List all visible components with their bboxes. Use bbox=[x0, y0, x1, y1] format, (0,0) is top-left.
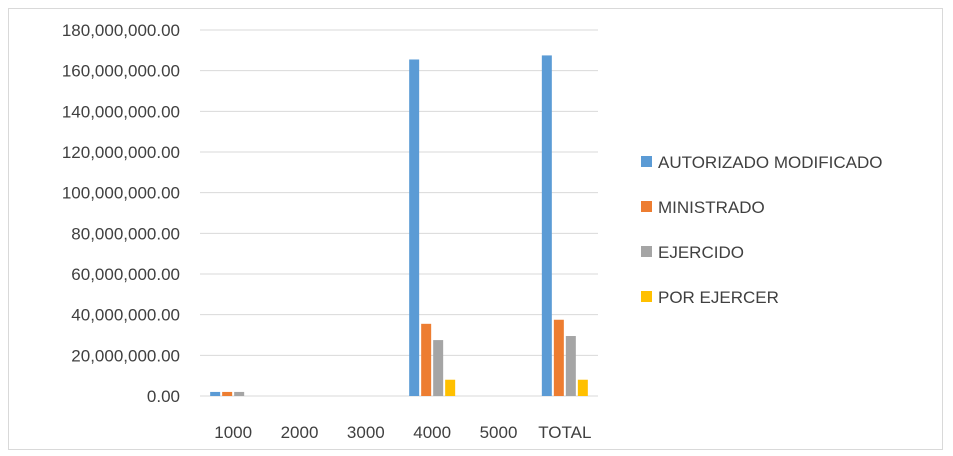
bar bbox=[565, 336, 576, 396]
legend-label: AUTORIZADO MODIFICADO bbox=[658, 153, 882, 172]
bar bbox=[541, 55, 552, 397]
bar bbox=[445, 379, 456, 396]
legend-swatch bbox=[641, 246, 652, 257]
y-tick-label: 160,000,000.00 bbox=[62, 62, 180, 81]
y-tick-label: 80,000,000.00 bbox=[71, 224, 180, 243]
y-tick-label: 60,000,000.00 bbox=[71, 265, 180, 284]
bar bbox=[577, 379, 588, 396]
y-tick-label: 180,000,000.00 bbox=[62, 21, 180, 40]
legend-swatch bbox=[641, 291, 652, 302]
y-tick-label: 0.00 bbox=[147, 387, 180, 406]
bar bbox=[222, 391, 233, 396]
y-axis-tick-labels: 0.00 20,000,000.00 40,000,000.00 60,000,000… bbox=[62, 21, 180, 406]
legend-swatch bbox=[641, 201, 652, 212]
x-axis-tick-labels: 1000 2000 3000 4000 5000 TOTAL bbox=[214, 423, 591, 442]
y-tick-label: 40,000,000.00 bbox=[71, 306, 180, 325]
y-tick-label: 120,000,000.00 bbox=[62, 143, 180, 162]
y-tick-label: 20,000,000.00 bbox=[71, 346, 180, 365]
x-tick-label: TOTAL bbox=[538, 423, 591, 442]
bar bbox=[210, 391, 221, 396]
legend-label: POR EJERCER bbox=[658, 288, 779, 307]
y-tick-label: 100,000,000.00 bbox=[62, 184, 180, 203]
legend-swatch bbox=[641, 156, 652, 167]
legend-label: EJERCIDO bbox=[658, 243, 744, 262]
chart-frame bbox=[8, 8, 943, 450]
bar bbox=[433, 340, 444, 396]
bar bbox=[421, 323, 432, 396]
bar bbox=[553, 319, 564, 396]
legend: AUTORIZADO MODIFICADO MINISTRADO EJERCIDO P… bbox=[641, 153, 882, 307]
x-tick-label: 1000 bbox=[214, 423, 252, 442]
x-tick-label: 3000 bbox=[347, 423, 385, 442]
x-tick-label: 2000 bbox=[281, 423, 319, 442]
bar bbox=[234, 391, 245, 396]
x-tick-label: 4000 bbox=[413, 423, 451, 442]
gridlines bbox=[200, 29, 598, 397]
bar bbox=[409, 59, 420, 396]
legend-label: MINISTRADO bbox=[658, 198, 765, 217]
bars bbox=[210, 55, 588, 397]
x-tick-label: 5000 bbox=[480, 423, 518, 442]
y-tick-label: 140,000,000.00 bbox=[62, 102, 180, 121]
